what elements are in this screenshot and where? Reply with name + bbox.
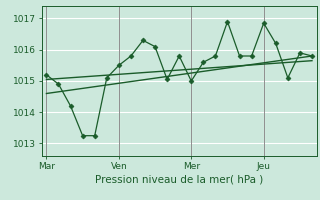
X-axis label: Pression niveau de la mer( hPa ): Pression niveau de la mer( hPa ) (95, 175, 263, 185)
